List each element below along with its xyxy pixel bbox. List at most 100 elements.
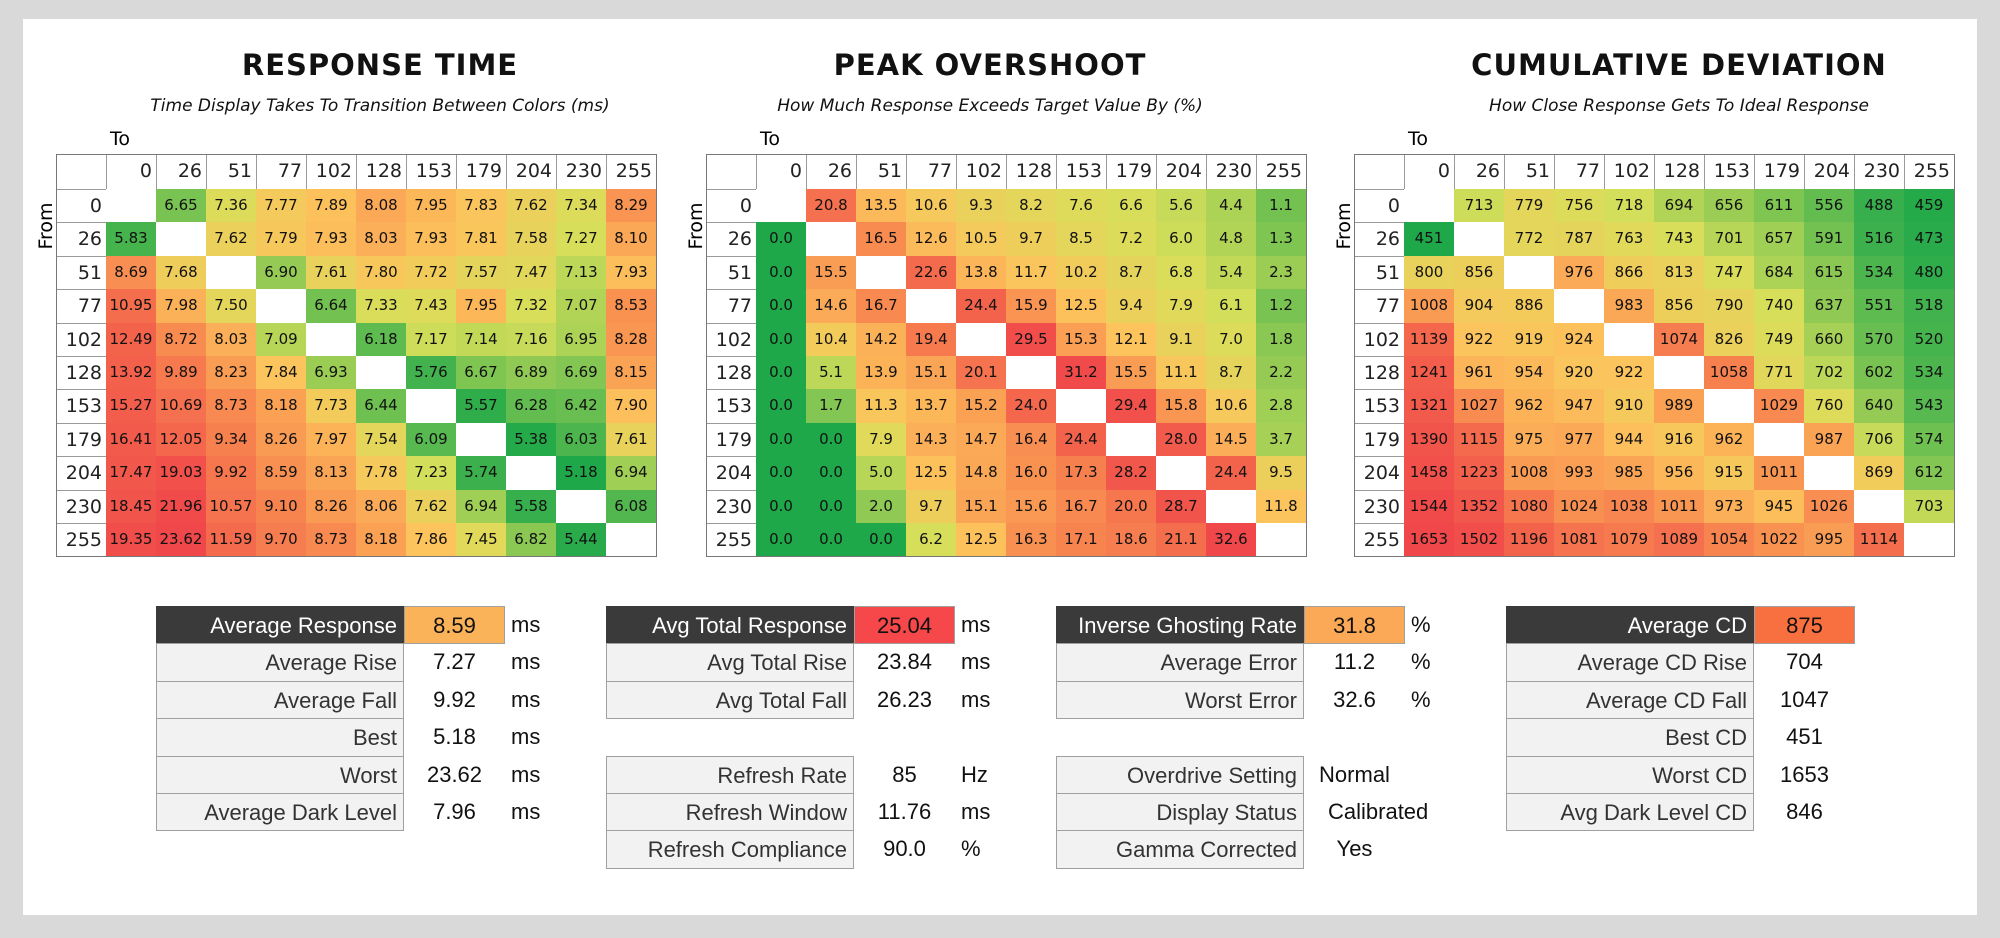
heatmap-cell: 869 bbox=[1854, 456, 1904, 490]
stat-value: 9.92 bbox=[433, 686, 476, 712]
heatmap-cell: 16.7 bbox=[856, 289, 906, 323]
heatmap-cell: 983 bbox=[1604, 289, 1654, 323]
heatmap-cell: 660 bbox=[1804, 322, 1854, 356]
column-header: 179 bbox=[1106, 154, 1157, 190]
to-label: To bbox=[760, 128, 781, 150]
heatmap-cell bbox=[906, 289, 956, 323]
heatmap-cell: 7.62 bbox=[206, 222, 256, 256]
heatmap-cell: 516 bbox=[1854, 222, 1904, 256]
heatmap-cell: 1.3 bbox=[1256, 222, 1306, 256]
column-header: 77 bbox=[1554, 154, 1605, 190]
heatmap-cell: 7.83 bbox=[456, 189, 506, 223]
heatmap-cell bbox=[1156, 456, 1206, 490]
heatmap-cell: 3.7 bbox=[1256, 422, 1306, 457]
heatmap-cell: 1390 bbox=[1404, 422, 1454, 457]
heatmap-cell: 1139 bbox=[1404, 322, 1454, 356]
heatmap-cell: 787 bbox=[1554, 222, 1604, 256]
heatmap-cell bbox=[1006, 356, 1056, 390]
heatmap-cell: 21.1 bbox=[1156, 523, 1206, 557]
row-header: 102 bbox=[706, 322, 757, 357]
to-label: To bbox=[1408, 128, 1429, 150]
stat-value: 451 bbox=[1786, 724, 1823, 750]
heatmap-cell: 7.36 bbox=[206, 189, 256, 223]
row-header: 153 bbox=[1354, 389, 1405, 424]
column-header: 179 bbox=[456, 154, 507, 190]
column-header: 153 bbox=[406, 154, 457, 190]
heatmap-cell: 1027 bbox=[1454, 389, 1504, 423]
heatmap-cell: 1114 bbox=[1854, 523, 1904, 557]
row-header: 128 bbox=[706, 356, 757, 391]
heatmap-cell: 12.05 bbox=[156, 422, 206, 457]
stat-label: Inverse Ghosting Rate bbox=[1056, 606, 1304, 645]
heatmap-cell: 551 bbox=[1854, 289, 1904, 323]
heatmap-cell: 13.8 bbox=[956, 255, 1006, 290]
heatmap-cell: 12.5 bbox=[906, 456, 956, 490]
heatmap-cell: 640 bbox=[1854, 389, 1904, 423]
heatmap-cell: 32.6 bbox=[1206, 523, 1256, 557]
heatmap-cell: 8.28 bbox=[606, 322, 656, 356]
heatmap-cell: 1058 bbox=[1704, 356, 1754, 390]
heatmap-cell: 772 bbox=[1504, 222, 1554, 256]
heatmap-cell: 706 bbox=[1854, 422, 1904, 457]
heatmap-cell: 8.7 bbox=[1206, 356, 1256, 390]
heatmap-cell: 7.0 bbox=[1206, 322, 1256, 356]
heatmap-cell: 7.50 bbox=[206, 289, 256, 323]
stat-unit: ms bbox=[511, 724, 541, 750]
row-header: 51 bbox=[56, 255, 107, 291]
heatmap-cell: 1024 bbox=[1554, 489, 1604, 523]
heatmap-cell: 657 bbox=[1754, 222, 1804, 256]
stat-label: Average Dark Level bbox=[156, 793, 404, 832]
heatmap-cell: 1008 bbox=[1504, 456, 1554, 490]
heatmap-cell: 962 bbox=[1504, 389, 1554, 423]
heatmap-cell bbox=[806, 222, 856, 256]
heatmap-cell: 989 bbox=[1654, 389, 1704, 423]
heatmap-cell: 9.70 bbox=[256, 523, 306, 557]
heatmap-cell: 1223 bbox=[1454, 456, 1504, 490]
heatmap-cell: 8.18 bbox=[356, 523, 406, 557]
stat-label: Average Fall bbox=[156, 680, 404, 720]
stat-value: 846 bbox=[1786, 799, 1823, 824]
heatmap-cell: 459 bbox=[1904, 189, 1954, 223]
heatmap-cell: 6.42 bbox=[556, 389, 606, 423]
heatmap-cell bbox=[756, 189, 806, 223]
row-header: 153 bbox=[706, 389, 757, 424]
heatmap-cell: 9.5 bbox=[1256, 456, 1306, 490]
heatmap-cell: 1008 bbox=[1404, 289, 1454, 323]
heatmap-cell: 8.15 bbox=[606, 356, 656, 390]
heatmap-cell: 16.5 bbox=[856, 222, 906, 256]
column-header: 153 bbox=[1704, 154, 1755, 190]
heatmap-cell: 5.58 bbox=[506, 489, 556, 523]
heatmap-cell: 20.1 bbox=[956, 356, 1006, 390]
heatmap-cell: 15.27 bbox=[106, 389, 156, 423]
heatmap-cell: 6.94 bbox=[606, 456, 656, 490]
stat-unit: % bbox=[1411, 686, 1431, 712]
heatmap-cell: 1089 bbox=[1654, 523, 1704, 557]
heatmap-cell: 2.8 bbox=[1256, 389, 1306, 423]
heatmap-cell: 14.8 bbox=[956, 456, 1006, 490]
stat-value: 11.2 bbox=[1333, 649, 1376, 675]
heatmap-cell: 6.95 bbox=[556, 322, 606, 356]
heatmap-cell: 0.0 bbox=[756, 255, 806, 290]
column-header: 255 bbox=[606, 154, 657, 190]
row-header: 230 bbox=[1354, 489, 1405, 524]
heatmap-cell: 7.78 bbox=[356, 456, 406, 490]
heatmap-cell: 6.6 bbox=[1106, 189, 1156, 223]
row-header: 255 bbox=[1354, 523, 1405, 558]
heatmap-cell: 1074 bbox=[1654, 322, 1704, 356]
heatmap-cell bbox=[556, 489, 606, 523]
heatmap-cell: 534 bbox=[1904, 356, 1954, 390]
heatmap-cell: 7.93 bbox=[406, 222, 456, 256]
heatmap-cell: 9.34 bbox=[206, 422, 256, 457]
heatmap-cell: 20.8 bbox=[806, 189, 856, 223]
heatmap-cell: 6.89 bbox=[506, 356, 556, 390]
row-header: 51 bbox=[1354, 255, 1405, 291]
heatmap-cell bbox=[356, 356, 406, 390]
heatmap-cell: 11.59 bbox=[206, 523, 256, 557]
heatmap-cell: 19.35 bbox=[106, 523, 156, 557]
heatmap-cell: 9.7 bbox=[1006, 222, 1056, 256]
heatmap-cell: 24.4 bbox=[1056, 422, 1106, 457]
heatmap-cell bbox=[506, 456, 556, 490]
heatmap-cell: 5.4 bbox=[1206, 255, 1256, 290]
heatmap-cell: 15.5 bbox=[806, 255, 856, 290]
